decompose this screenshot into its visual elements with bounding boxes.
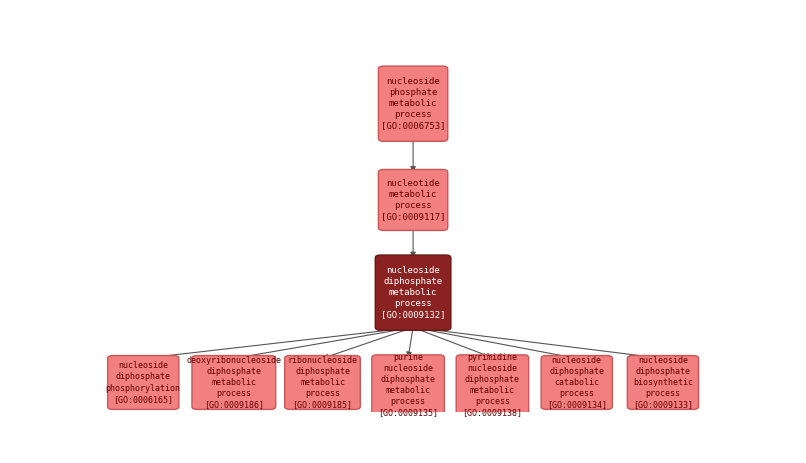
FancyBboxPatch shape [456, 355, 529, 416]
FancyBboxPatch shape [627, 356, 699, 409]
Text: pyrimidine
nucleoside
diphosphate
metabolic
process
[GO:0009138]: pyrimidine nucleoside diphosphate metabo… [463, 353, 522, 418]
FancyBboxPatch shape [378, 169, 448, 231]
FancyBboxPatch shape [372, 355, 444, 416]
FancyBboxPatch shape [192, 356, 276, 409]
Text: nucleoside
phosphate
metabolic
process
[GO:0006753]: nucleoside phosphate metabolic process [… [380, 77, 446, 131]
Text: deoxyribonucleoside
diphosphate
metabolic
process
[GO:0009186]: deoxyribonucleoside diphosphate metaboli… [186, 356, 281, 409]
FancyBboxPatch shape [378, 66, 448, 141]
Text: purine
nucleoside
diphosphate
metabolic
process
[GO:0009135]: purine nucleoside diphosphate metabolic … [378, 353, 438, 418]
FancyBboxPatch shape [541, 356, 613, 409]
FancyBboxPatch shape [376, 255, 451, 330]
Text: nucleoside
diphosphate
phosphorylation
[GO:0006165]: nucleoside diphosphate phosphorylation [… [106, 361, 181, 404]
Text: nucleoside
diphosphate
metabolic
process
[GO:0009132]: nucleoside diphosphate metabolic process… [380, 266, 446, 319]
Text: ribonucleoside
diphosphate
metabolic
process
[GO:0009185]: ribonucleoside diphosphate metabolic pro… [288, 356, 358, 409]
FancyBboxPatch shape [108, 356, 179, 409]
FancyBboxPatch shape [285, 356, 360, 409]
Text: nucleoside
diphosphate
biosynthetic
process
[GO:0009133]: nucleoside diphosphate biosynthetic proc… [633, 356, 693, 409]
Text: nucleoside
diphosphate
catabolic
process
[GO:0009134]: nucleoside diphosphate catabolic process… [546, 356, 607, 409]
Text: nucleotide
metabolic
process
[GO:0009117]: nucleotide metabolic process [GO:0009117… [380, 179, 446, 221]
